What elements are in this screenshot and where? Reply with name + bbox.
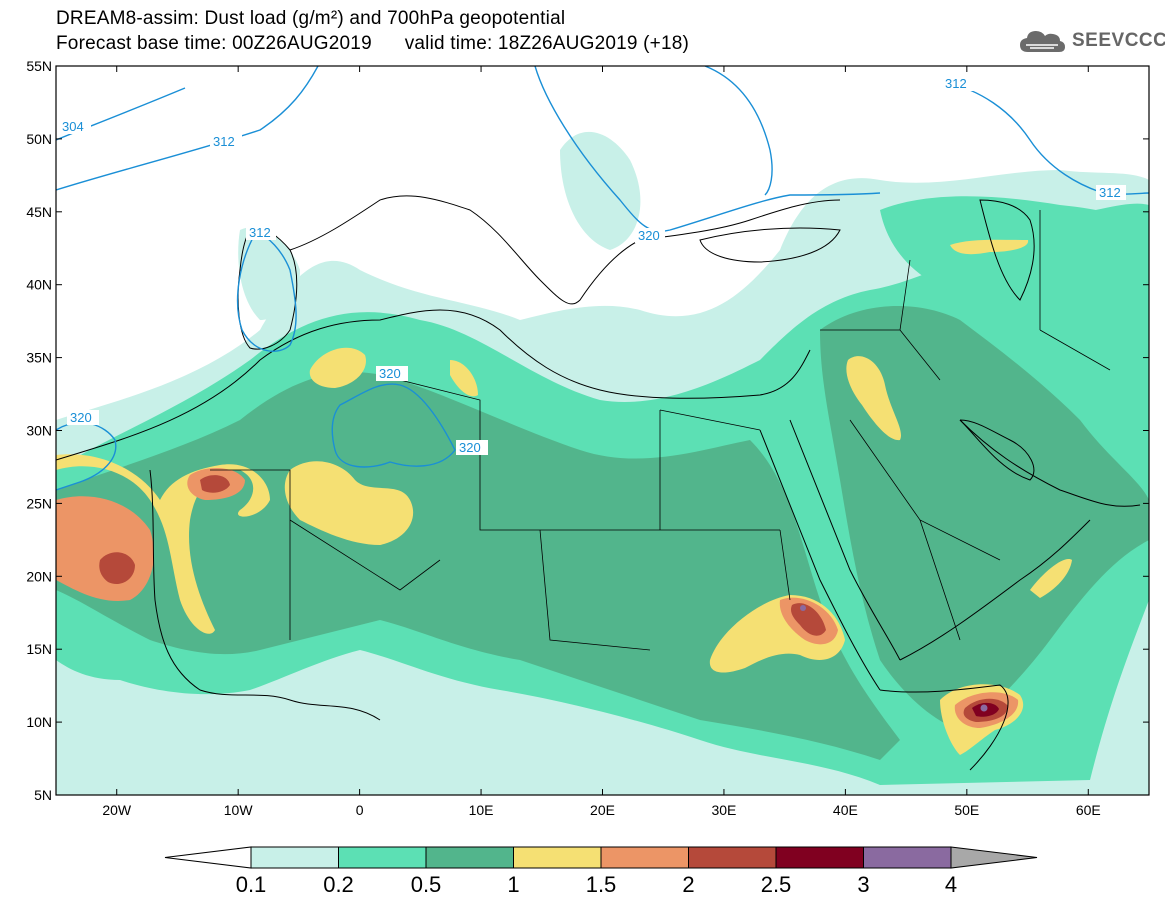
colorbar-label: 1 bbox=[507, 872, 519, 897]
contour-label-304: 304 bbox=[62, 119, 84, 134]
latitude-axis: 55N 50N 45N 40N 35N 30N 25N 20N 15N 10N 5N bbox=[26, 58, 1149, 803]
forecast-times: Forecast base time: 00Z26AUG2019 valid t… bbox=[56, 33, 689, 55]
contour-320-sahara bbox=[331, 383, 456, 468]
colorbar-segment bbox=[513, 846, 602, 869]
coastline-red-sea bbox=[759, 419, 901, 691]
lat-tick-label: 15N bbox=[26, 641, 52, 657]
colorbar-segment bbox=[775, 846, 864, 869]
dust-level-0-2-caspian bbox=[880, 196, 1149, 312]
colorbar-segment bbox=[863, 846, 952, 869]
colorbar-under-triangle bbox=[164, 846, 252, 869]
valid-time: valid time: 18Z26AUG2019 (+18) bbox=[404, 33, 690, 54]
lat-tick-label: 25N bbox=[26, 495, 52, 511]
colorbar-segment bbox=[600, 846, 689, 869]
contour-labels: 304 312 312 312 312 320 320 320 320 bbox=[59, 76, 1126, 455]
base-time: Forecast base time: 00Z26AUG2019 bbox=[56, 33, 372, 54]
dust-level-1-morocco bbox=[309, 347, 366, 388]
lat-tick-label: 55N bbox=[26, 58, 52, 74]
coastline-europe bbox=[289, 195, 841, 305]
seevccc-logo: SEEVCCC bbox=[1018, 26, 1165, 56]
dust-level-0-5-east bbox=[820, 306, 1149, 730]
colorbar-over-triangle bbox=[950, 846, 1038, 869]
contour-304 bbox=[56, 87, 186, 141]
lon-tick-label: 50E bbox=[954, 802, 979, 818]
coastline-north-africa bbox=[56, 309, 811, 461]
colorbar-label: 1.5 bbox=[586, 872, 617, 897]
contour-320-europe bbox=[534, 66, 881, 232]
dust-level-1-tunisia bbox=[450, 360, 478, 397]
dust-level-3-sudan bbox=[800, 605, 806, 611]
contour-label-320-balkans: 320 bbox=[638, 228, 660, 243]
lon-tick-label: 0 bbox=[356, 802, 364, 818]
coastline-west-africa bbox=[149, 469, 381, 721]
dust-level-1-caspian bbox=[950, 239, 1029, 255]
lat-tick-label: 35N bbox=[26, 350, 52, 366]
lat-tick-label: 20N bbox=[26, 568, 52, 584]
colorbar-label: 0.2 bbox=[323, 872, 354, 897]
contour-label-312-northeast: 312 bbox=[945, 76, 967, 91]
colorbar-segment bbox=[688, 846, 777, 869]
contour-label-312-east: 312 bbox=[1099, 185, 1121, 200]
dust-level-0-5 bbox=[56, 372, 900, 760]
colorbar-label: 4 bbox=[945, 872, 957, 897]
colorbar-label: 2.5 bbox=[761, 872, 792, 897]
dust-level-2-sahara bbox=[200, 475, 230, 493]
lon-tick-label: 10E bbox=[469, 802, 494, 818]
dust-level-1-iraq bbox=[846, 356, 902, 441]
colorbar-segment bbox=[425, 846, 514, 869]
colorbar-segment bbox=[338, 846, 427, 869]
colorbar-segment bbox=[250, 846, 339, 869]
contour-320-europe-upper bbox=[704, 66, 773, 196]
dust-level-2-sudan bbox=[790, 603, 826, 636]
coastlines-and-borders bbox=[56, 195, 1141, 771]
contour-label-320-sahara-east: 320 bbox=[459, 440, 481, 455]
contour-label-312-northwest: 312 bbox=[213, 134, 235, 149]
dust-level-0-1-iberia bbox=[238, 227, 300, 320]
coastline-caspian bbox=[979, 199, 1035, 301]
lat-tick-label: 30N bbox=[26, 423, 52, 439]
coastline-horn-africa bbox=[879, 684, 1009, 771]
contour-label-320-atlantic: 320 bbox=[70, 410, 92, 425]
dust-level-3-somalia bbox=[980, 704, 988, 712]
contour-label-312-iberia: 312 bbox=[249, 225, 271, 240]
lat-tick-label: 10N bbox=[26, 714, 52, 730]
coastline-persian-gulf bbox=[959, 419, 1035, 481]
logo-text: SEEVCCC bbox=[1072, 30, 1165, 51]
map-title: DREAM8-assim: Dust load (g/m²) and 700hP… bbox=[56, 8, 566, 29]
contour-label-320-sahara-north: 320 bbox=[379, 366, 401, 381]
lat-tick-label: 5N bbox=[34, 787, 52, 803]
dust-level-1 bbox=[56, 454, 270, 634]
border-lines bbox=[210, 210, 1111, 651]
colorbar-label: 2 bbox=[682, 872, 694, 897]
lon-tick-label: 60E bbox=[1076, 802, 1101, 818]
lon-tick-label: 20E bbox=[590, 802, 615, 818]
dust-level-1-algeria bbox=[284, 461, 414, 545]
lat-tick-label: 50N bbox=[26, 131, 52, 147]
colorbar-label: 3 bbox=[857, 872, 869, 897]
lat-tick-label: 40N bbox=[26, 277, 52, 293]
colorbar-label: 0.1 bbox=[236, 872, 267, 897]
lon-tick-label: 40E bbox=[833, 802, 858, 818]
dust-field bbox=[56, 131, 1149, 795]
coastline-iberia bbox=[237, 227, 298, 350]
colorbar-label: 0.5 bbox=[411, 872, 442, 897]
dust-level-1-oman bbox=[1030, 559, 1072, 598]
dust-level-0-1-europe bbox=[560, 131, 641, 250]
coastline-arabia bbox=[899, 419, 1141, 661]
colorbar: 0.1 0.2 0.5 1 1.5 2 2.5 3 4 bbox=[164, 846, 1038, 897]
lat-tick-label: 45N bbox=[26, 204, 52, 220]
cloud-icon bbox=[1020, 31, 1065, 52]
coastline-black-sea bbox=[699, 227, 841, 263]
dust-level-2 bbox=[99, 552, 135, 585]
lon-tick-label: 20W bbox=[102, 802, 132, 818]
contour-312-iberia bbox=[236, 231, 297, 352]
longitude-axis: 20W 10W 0 10E 20E 30E 40E 50E 60E bbox=[102, 66, 1101, 818]
lon-tick-label: 10W bbox=[224, 802, 254, 818]
lon-tick-label: 30E bbox=[711, 802, 736, 818]
